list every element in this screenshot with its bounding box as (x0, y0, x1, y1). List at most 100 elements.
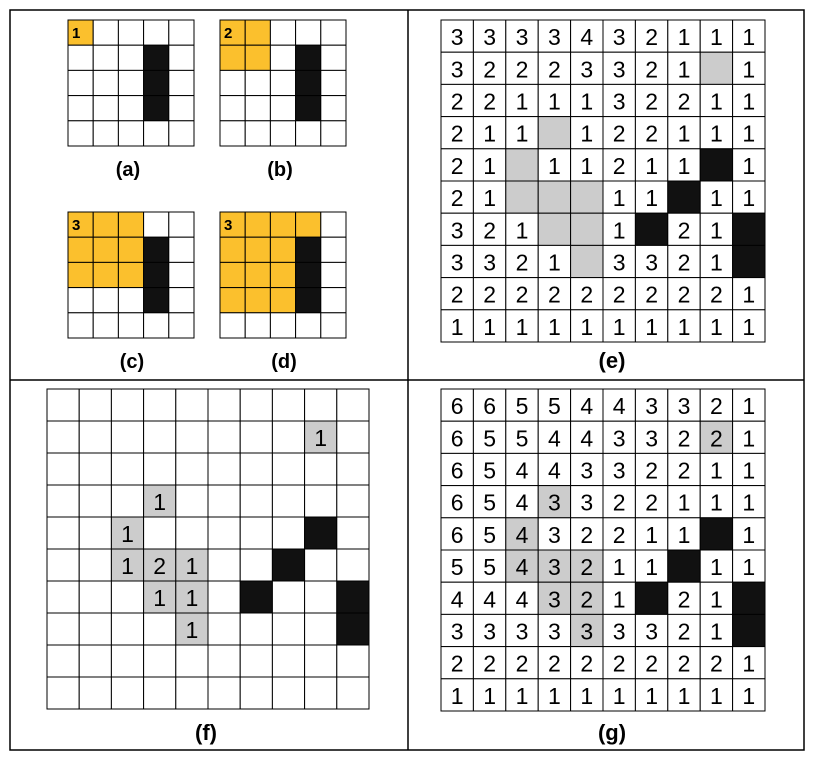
grid-cell-e-r7-c6 (634, 244, 669, 279)
cell-label-e-r9-c5: 1 (613, 314, 626, 340)
grid-cell-d-r1-c4 (320, 236, 347, 263)
cell-label-g-r4-c6: 1 (645, 522, 658, 548)
cell-label-g-r9-c4: 1 (580, 683, 593, 709)
cell-label-e-r9-c7: 1 (678, 314, 691, 340)
grid-cell-a-r0-c0 (67, 19, 94, 46)
grid-cell-f-r9-c6 (239, 676, 273, 710)
cell-label-e-r4-c7: 1 (678, 153, 691, 179)
grid-cell-f-r8-c8 (304, 644, 338, 678)
cell-label-e-r8-c2: 2 (516, 282, 529, 308)
grid-cell-g-r3-c3 (537, 485, 572, 519)
grid-cell-f-r7-c6 (239, 612, 273, 646)
grid-cell-d-r1-c2 (269, 236, 297, 263)
cell-label-e-r7-c6: 3 (645, 250, 658, 276)
grid-cell-f-r5-c7 (271, 548, 306, 582)
grid-cell-g-r2-c3 (537, 452, 572, 487)
grid-cell-d-r2-c2 (269, 261, 297, 289)
grid-cell-b-r4-c1 (244, 120, 271, 147)
grid-cell-f-r0-c1 (78, 388, 112, 422)
grid-cell-e-r7-c3 (537, 244, 572, 279)
cell-label-g-r6-c5: 1 (613, 586, 626, 612)
grid-cell-e-r7-c0 (440, 244, 474, 279)
grid-cell-f-r3-c8 (304, 484, 338, 518)
grid-cell-f-r8-c3 (143, 644, 177, 678)
grid-cell-b-r0-c3 (295, 19, 322, 46)
grid-cell-e-r8-c0 (440, 277, 474, 311)
grid-cell-f-r8-c7 (271, 644, 306, 678)
cell-label-g-r3-c2: 4 (516, 490, 529, 516)
cell-label-g-r0-c8: 2 (710, 393, 723, 419)
grid-cell-a-r4-c4 (168, 120, 195, 147)
cell-label-e-r0-c4: 4 (580, 24, 593, 50)
grid-cell-c-r3-c1 (92, 287, 119, 314)
grid-cell-e-r7-c7 (667, 244, 701, 279)
cell-label-e-r4-c0: 2 (451, 153, 464, 179)
grid-cell-f-r2-c3 (143, 452, 177, 486)
grid-cell-c-r1-c3 (143, 236, 170, 263)
grid-cell-e-r6-c7 (667, 212, 701, 246)
grid-cell-a-r0-c3 (143, 19, 170, 46)
grid-cell-f-r3-c2 (110, 484, 145, 518)
grid-cell-f-r2-c6 (239, 452, 273, 486)
grid-cell-d-r3-c3 (295, 287, 322, 314)
grid-cell-d-r2-c3 (295, 261, 322, 289)
cell-label-g-r1-c6: 3 (645, 425, 658, 451)
grid-cell-a-r4-c1 (92, 120, 119, 147)
grid-cell-f-r3-c7 (271, 484, 306, 518)
grid-cell-f-r0-c9 (336, 388, 370, 422)
grid-cell-f-r9-c7 (271, 676, 306, 710)
grid-cell-g-r7-c8 (699, 613, 734, 648)
cell-label-e-r6-c0: 3 (451, 217, 464, 243)
cell-label-g-r4-c2: 4 (516, 522, 529, 548)
grid-cell-b-r3-c4 (320, 95, 347, 122)
cell-label-g-r5-c8: 1 (710, 554, 723, 580)
grid-cell-f-r0-c7 (271, 388, 306, 422)
cell-label-e-r4-c3: 1 (548, 153, 561, 179)
cell-label-g-r8-c1: 2 (483, 651, 496, 677)
grid-cell-f-r0-c0 (46, 388, 80, 422)
grid-cell-e-r3-c7 (667, 116, 701, 150)
grid-cell-e-r5-c2 (505, 180, 539, 214)
grid-cell-d-r4-c2 (269, 312, 297, 339)
cell-label-e-r9-c0: 1 (451, 314, 464, 340)
cell-label-e-r2-c2: 1 (516, 89, 529, 115)
grid-cell-g-r9-c7 (667, 678, 701, 712)
grid-cell-f-r0-c6 (239, 388, 273, 422)
cell-label-e-r0-c5: 3 (613, 24, 626, 50)
grid-cell-e-r7-c9 (732, 244, 766, 279)
grid-cell-f-r3-c4 (175, 484, 209, 518)
cell-label-e-r3-c4: 1 (580, 121, 593, 147)
cell-label-f-r6-c3: 1 (153, 585, 166, 611)
grid-cell-e-r0-c9 (732, 19, 766, 53)
cell-label-e-r2-c4: 1 (580, 89, 593, 115)
cell-label-e-r0-c8: 1 (710, 24, 723, 50)
grid-cell-f-r8-c9 (336, 644, 370, 678)
grid-cell-e-r0-c1 (472, 19, 507, 53)
caption-g: (g) (598, 720, 626, 745)
grid-cell-e-r1-c8 (699, 51, 734, 85)
grid-cell-f-r7-c1 (78, 612, 112, 646)
cell-label-g-r8-c0: 2 (451, 651, 464, 677)
cell-label-g-r8-c4: 2 (580, 651, 593, 677)
grid-cell-f-r0-c5 (207, 388, 241, 422)
cell-label-g-r2-c1: 5 (483, 458, 496, 484)
cell-label-e-r2-c7: 2 (678, 89, 691, 115)
grid-cell-f-r6-c7 (271, 580, 306, 614)
caption-e: (e) (599, 348, 626, 373)
cell-label-b-r0-c0: 2 (224, 25, 232, 42)
grid-cell-g-r7-c6 (634, 613, 669, 648)
cell-label-f-r5-c4: 1 (186, 553, 199, 579)
grid-cell-c-r2-c3 (143, 261, 170, 289)
grid-cell-f-r2-c9 (336, 452, 370, 486)
grid-cell-f-r3-c6 (239, 484, 273, 518)
cell-label-e-r8-c0: 2 (451, 282, 464, 308)
grid-cell-e-r3-c6 (634, 116, 669, 150)
grid-cell-g-r8-c7 (667, 646, 701, 680)
grid-cell-e-r2-c5 (602, 83, 636, 118)
cell-label-g-r0-c2: 5 (516, 393, 529, 419)
grid-cell-g-r3-c6 (634, 485, 669, 519)
grid-cell-c-r2-c0 (67, 261, 94, 289)
grid-cell-c-r3-c4 (168, 287, 195, 314)
cell-label-g-r1-c8: 2 (710, 425, 723, 451)
